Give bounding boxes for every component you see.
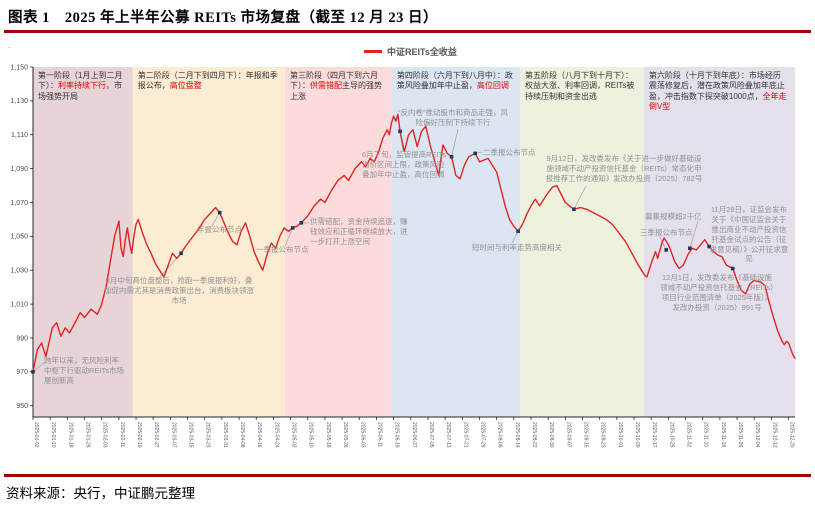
x-axis-tick-label: 2025-10-01	[617, 422, 623, 448]
x-axis-tick-label: 2025-12-12	[771, 422, 777, 448]
event-dot	[217, 210, 222, 215]
y-axis-tick-label: 1,110	[11, 132, 28, 139]
event-dot	[473, 151, 477, 156]
event-dot	[664, 248, 669, 252]
event-dot	[31, 370, 35, 374]
figure-title: 图表 1 2025 年上半年公募 REITs 市场复盘（截至 12 月 23 日…	[8, 10, 439, 26]
x-axis-tick-label: 2025-01-26	[85, 422, 91, 448]
annotation-leader-line	[659, 236, 667, 251]
x-axis-tick-label: 2025-02-11	[119, 422, 125, 447]
annotation-leader-line	[511, 231, 519, 244]
event-dot	[398, 129, 402, 134]
x-axis-tick-label: 2025-07-05	[428, 422, 434, 448]
x-axis-tick-label: 2025-04-16	[256, 422, 262, 448]
x-axis-tick-label: 2025-08-14	[514, 422, 520, 448]
event-dot	[572, 207, 576, 212]
price-line	[32, 113, 796, 373]
x-axis-tick-label: 2025-09-15	[582, 422, 588, 448]
x-axis-tick-label: 2025-11-26	[737, 422, 743, 447]
x-axis-tick-label: 2025-08-06	[497, 422, 503, 448]
x-axis-tick-label: 2025-02-03	[102, 422, 108, 448]
x-axis-tick-label: 2025-08-30	[548, 422, 554, 448]
y-axis-tick-label: 1,070	[10, 200, 28, 207]
y-axis-tick-label: 970	[16, 369, 28, 376]
x-axis-tick-label: 2025-09-07	[565, 422, 571, 448]
x-axis-tick-label: 2025-10-25	[668, 422, 674, 448]
stray-mark: .	[8, 40, 11, 50]
annotation-leader-line	[451, 128, 459, 157]
chart-canvas: 1,150 1,130 1,110 1,090 1,070 1,050 1,030 1,010…	[10, 64, 796, 448]
x-axis-tick-label: 2025-01-10	[50, 422, 56, 448]
y-axis-tick-label: 990	[16, 335, 28, 342]
y-axis-tick-label: 950	[16, 403, 28, 410]
x-axis-tick-label: 2025-07-21	[462, 422, 468, 448]
x-axis-tick-label: 2025-06-19	[394, 422, 400, 448]
x-axis-tick-label: 2025-06-11	[376, 422, 382, 447]
x-axis-tick-label: 2025-06-03	[359, 422, 365, 448]
event-dot	[730, 266, 735, 271]
x-axis-tick-label: 2025-11-02	[686, 422, 692, 447]
x-axis-tick-label: 2025-03-31	[222, 422, 228, 448]
event-dot	[516, 229, 520, 234]
event-dot	[449, 154, 454, 159]
legend-line-swatch	[364, 50, 382, 53]
annotation-leader-line	[284, 227, 294, 247]
y-axis-tick-label: 1,030	[10, 268, 28, 275]
title-rule	[4, 30, 811, 33]
x-axis-tick-label: 2025-11-10	[703, 422, 709, 447]
source-text: 资料来源：央行，中证鹏元整理	[6, 486, 195, 501]
phase-band	[643, 67, 795, 417]
chart-legend: 中证REITs全收益	[364, 45, 457, 58]
legend-label: 中证REITs全收益	[387, 47, 457, 57]
x-axis-tick-label: 2025-03-23	[205, 422, 211, 448]
event-dot	[299, 221, 304, 225]
x-axis-tick-label: 2025-05-26	[342, 422, 348, 448]
event-dot	[290, 226, 295, 230]
annotation-leader-line	[32, 361, 46, 373]
x-axis-tick-label: 2025-10-09	[634, 422, 640, 448]
x-axis-tick-label: 2025-01-02	[33, 422, 39, 448]
x-axis-tick-label: 2025-08-22	[531, 422, 537, 448]
x-axis-tick-label: 2025-03-07	[170, 422, 176, 448]
event-dot	[179, 251, 183, 256]
y-axis-tick-label: 1,150	[10, 64, 28, 71]
y-axis-tick-label: 1,130	[10, 98, 28, 105]
x-axis-tick-label: 2025-07-13	[445, 422, 451, 448]
x-axis-tick-label: 2025-04-08	[239, 422, 245, 448]
y-axis-tick-label: 1,090	[10, 166, 28, 173]
phase-band	[520, 67, 644, 417]
reits-line-chart: 中证REITs全收益 1,150 1,130 1,110 1,090 1,070 1,05…	[0, 40, 815, 470]
phase-band	[33, 67, 133, 417]
x-axis-tick-label: 2025-03-15	[188, 422, 194, 448]
phase-band	[284, 67, 392, 417]
x-axis-tick-label: 2025-12-20	[789, 422, 795, 448]
x-axis-tick-label: 2025-12-04	[754, 422, 760, 448]
y-axis-tick-label: 1,010	[10, 301, 28, 308]
x-axis-tick-label: 2025-05-10	[308, 422, 314, 448]
event-dot	[707, 244, 711, 249]
x-axis-tick-label: 2025-09-23	[600, 422, 606, 448]
annotation-leader-line	[689, 220, 699, 249]
x-axis-tick-label: 2025-02-27	[153, 422, 159, 448]
source-rule	[4, 474, 811, 477]
x-axis-tick-label: 2025-05-18	[325, 422, 331, 448]
x-axis-tick-label: 2025-06-27	[411, 422, 417, 448]
phase-band	[391, 67, 521, 417]
annotation-leader-line	[573, 185, 587, 210]
x-axis-tick-label: 2025-07-29	[479, 422, 485, 448]
event-dot	[688, 246, 692, 251]
x-axis-tick-label: 2025-02-19	[136, 422, 142, 448]
x-axis-tick-label: 2025-01-18	[67, 422, 73, 448]
annotation-leader-line	[211, 212, 221, 227]
x-axis-tick-label: 2025-10-17	[651, 422, 657, 448]
x-axis-tick-label: 2025-05-02	[291, 422, 297, 448]
y-axis-tick-label: 1,050	[10, 234, 28, 241]
x-axis-tick-label: 2025-11-18	[720, 422, 726, 447]
x-axis-tick-label: 2025-04-24	[273, 422, 279, 448]
phase-band	[132, 67, 285, 417]
